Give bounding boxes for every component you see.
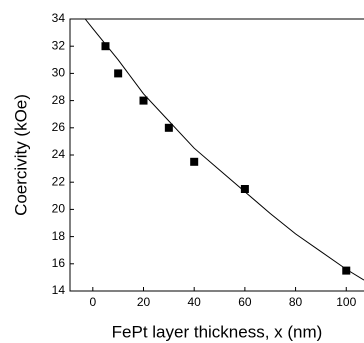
y-tick-label: 16 (52, 256, 66, 270)
y-tick-label: 18 (52, 229, 66, 243)
x-tick-label: 0 (89, 295, 96, 309)
y-tick-label: 22 (52, 174, 66, 188)
x-tick-label: 20 (137, 295, 151, 309)
x-tick-label: 40 (188, 295, 202, 309)
y-tick-label: 34 (52, 11, 66, 25)
y-tick-label: 24 (52, 147, 66, 161)
y-tick-label: 14 (52, 283, 66, 297)
x-tick-label: 80 (289, 295, 303, 309)
y-tick-label: 26 (52, 120, 66, 134)
data-point (101, 42, 110, 51)
data-point (240, 185, 249, 193)
x-tick-label: 100 (336, 295, 356, 309)
data-point (139, 96, 148, 105)
data-point (164, 123, 173, 132)
y-tick-label: 30 (52, 66, 66, 80)
y-tick-label: 20 (52, 202, 66, 216)
data-point (342, 266, 351, 275)
data-point (190, 157, 199, 166)
data-point (114, 69, 123, 78)
y-tick-label: 32 (52, 38, 66, 52)
plot-frame (69, 18, 364, 292)
y-axis-label: Coercivity (kOe) (11, 94, 30, 216)
x-axis-label: FePt layer thickness, x (nm) (112, 322, 323, 341)
x-tick-label: 60 (238, 295, 252, 309)
y-tick-label: 28 (52, 93, 66, 107)
fit-curve (84, 18, 364, 281)
